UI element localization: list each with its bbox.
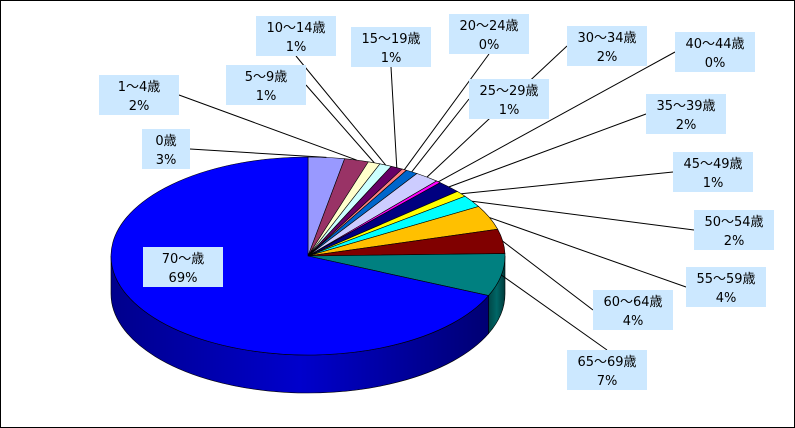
data-label-percent: 1% [499, 103, 520, 118]
data-label-box [646, 94, 726, 134]
data-label-box [675, 32, 755, 72]
data-label-percent: 1% [256, 89, 277, 104]
data-label-box [142, 129, 190, 169]
data-label: 70～歳 69% [143, 247, 223, 287]
data-label-percent: 69% [169, 271, 198, 286]
leader-line [502, 240, 594, 311]
leader-line [403, 53, 490, 170]
data-label-category: 50～54歳 [704, 215, 763, 230]
data-label-category: 10～14歳 [266, 21, 325, 36]
leader-line [438, 51, 676, 183]
data-label-box [469, 79, 549, 119]
data-label-category: 30～34歳 [577, 31, 636, 46]
data-label-percent: 2% [676, 118, 697, 133]
data-labels: 0歳3%1～4歳2%5～9歳1%10～14歳1%15～19歳1%20～24歳0%… [99, 14, 774, 390]
data-label-category: 25～29歳 [479, 84, 538, 99]
data-label-box [99, 75, 179, 115]
data-label-percent: 1% [703, 176, 724, 191]
pie-slice [110, 156, 490, 356]
leader-line [472, 200, 695, 231]
data-label: 15～19歳 1% [351, 27, 431, 67]
data-label: 55～59歳 4% [686, 267, 766, 307]
leader-line [461, 171, 674, 195]
data-label-category: 65～69歳 [577, 355, 636, 370]
data-label-category: 20～24歳 [459, 19, 518, 34]
data-label-box [567, 350, 647, 390]
data-label: 45～49歳 1% [673, 152, 753, 192]
data-label-percent: 7% [597, 374, 618, 389]
data-label: 1～4歳 2% [99, 75, 179, 115]
data-label-category: 40～44歳 [685, 37, 744, 52]
data-label-category: 1～4歳 [118, 80, 161, 95]
leader-line [448, 113, 647, 188]
data-label: 30～34歳 2% [567, 26, 647, 66]
data-label-category: 5～9歳 [245, 70, 288, 85]
data-label: 10～14歳 1% [256, 16, 336, 56]
data-label-box [567, 26, 647, 66]
data-label-category: 15～19歳 [361, 32, 420, 47]
data-label-category: 45～49歳 [683, 157, 742, 172]
data-label: 50～54歳 2% [694, 210, 774, 250]
leader-line [501, 274, 608, 351]
data-label: 5～9歳 1% [226, 65, 306, 105]
data-label: 25～29歳 1% [469, 79, 549, 119]
data-label-box [351, 27, 431, 67]
data-label-percent: 0% [705, 56, 726, 71]
leader-line [390, 66, 398, 168]
data-label-percent: 3% [156, 153, 177, 168]
data-label: 20～24歳 0% [449, 14, 529, 54]
data-label-box [449, 14, 529, 54]
leader-line [489, 217, 687, 288]
data-label-box [256, 16, 336, 56]
leader-lines [178, 45, 695, 351]
data-label-percent: 2% [724, 234, 745, 249]
data-label-percent: 1% [381, 51, 402, 66]
data-label-percent: 4% [716, 291, 737, 306]
leader-line [295, 55, 387, 166]
data-label: 0歳3% [142, 129, 190, 169]
leader-line [305, 84, 375, 164]
data-label-category: 70～歳 [162, 252, 205, 267]
data-label-percent: 2% [597, 50, 618, 65]
leader-line [411, 98, 470, 173]
pie-top-layer [110, 156, 506, 356]
data-label-category: 35～39歳 [656, 99, 715, 114]
data-label-box [694, 210, 774, 250]
data-label: 35～39歳 2% [646, 94, 726, 134]
leader-line [189, 148, 327, 158]
data-label-percent: 0% [479, 38, 500, 53]
data-label-category: 55～59歳 [696, 272, 755, 287]
data-label-box [226, 65, 306, 105]
data-label-category: 0歳 [155, 134, 176, 149]
data-label-box [686, 267, 766, 307]
data-label-box [593, 290, 673, 330]
data-label: 60～64歳 4% [593, 290, 673, 330]
data-label-box [673, 152, 753, 192]
data-label-category: 60～64歳 [603, 295, 662, 310]
leader-line [178, 94, 357, 161]
data-label-percent: 1% [286, 40, 307, 55]
data-label-percent: 2% [129, 99, 150, 114]
data-label: 40～44歳 0% [675, 32, 755, 72]
data-label-box [143, 247, 223, 287]
data-label-percent: 4% [623, 314, 644, 329]
data-label: 65～69歳 7% [567, 350, 647, 390]
